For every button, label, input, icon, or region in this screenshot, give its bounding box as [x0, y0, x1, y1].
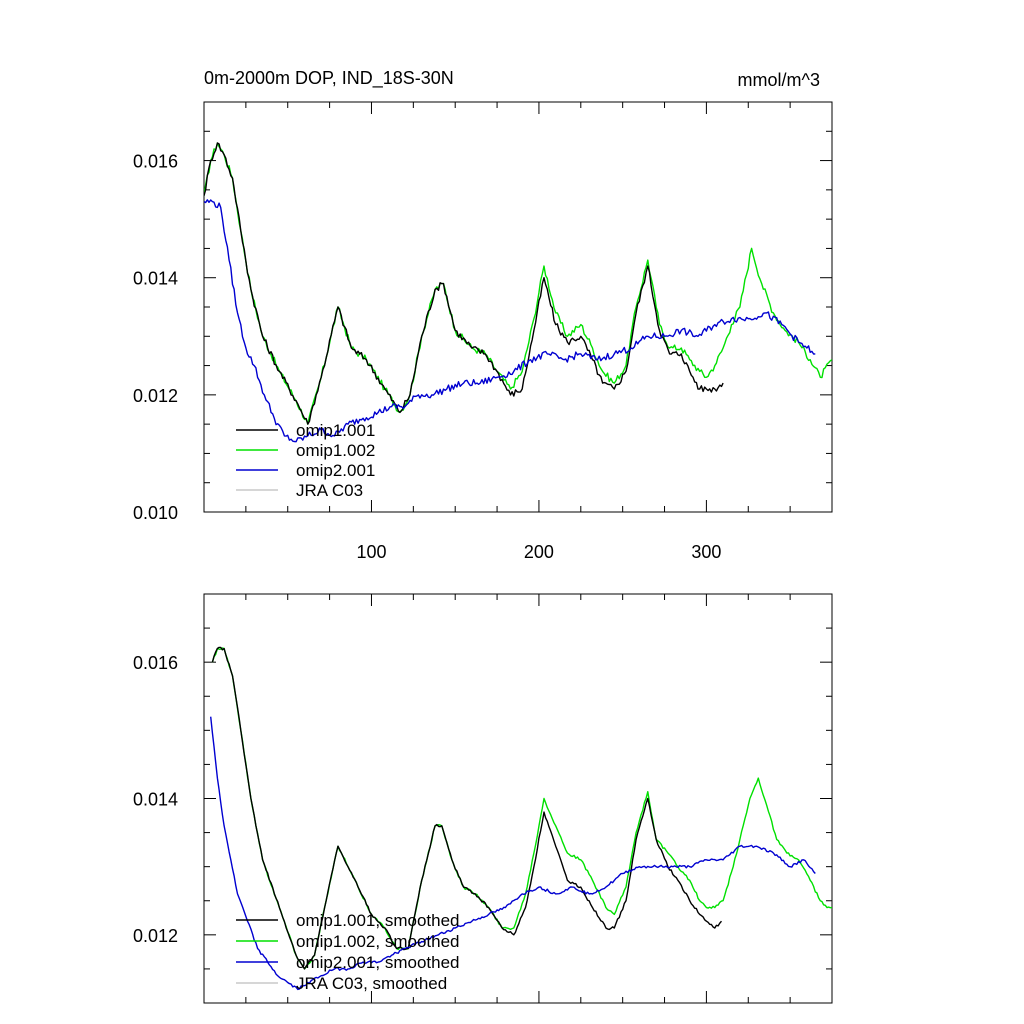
bottom-panel: 0.012 0.014 0.016 omip1.001, smoothed omip1.…	[133, 593, 833, 1004]
legend-label: JRA C03	[296, 481, 363, 500]
y-tick-label: 0.012	[133, 926, 178, 946]
series-group	[210, 646, 832, 991]
legend-label: JRA C03, smoothed	[296, 974, 447, 993]
legend-label: omip2.001, smoothed	[296, 953, 460, 972]
y-tick-label: 0.016	[133, 152, 178, 172]
plot-title: 0m-2000m DOP, IND_18S-30N	[204, 68, 454, 89]
legend-label: omip1.002	[296, 441, 375, 460]
legend-label: omip1.001	[296, 421, 375, 440]
y-tick-label: 0.016	[133, 653, 178, 673]
y-tick-label: 0.010	[133, 503, 178, 523]
legend-label: omip1.002, smoothed	[296, 932, 460, 951]
series-group	[204, 142, 832, 443]
series-line	[211, 646, 723, 970]
legend-label: omip2.001	[296, 461, 375, 480]
series-line	[210, 716, 816, 991]
series-line	[204, 199, 816, 443]
series-line	[204, 142, 832, 425]
y-tick-label: 0.012	[133, 386, 178, 406]
y-tick-label: 0.014	[133, 269, 178, 289]
series-line	[204, 142, 724, 425]
units-label: mmol/m^3	[738, 70, 820, 90]
y-tick-label: 0.014	[133, 790, 178, 810]
x-tick-label: 200	[524, 542, 554, 562]
x-tick-label: 300	[691, 542, 721, 562]
legend-label: omip1.001, smoothed	[296, 911, 460, 930]
x-tick-label: 100	[356, 542, 386, 562]
